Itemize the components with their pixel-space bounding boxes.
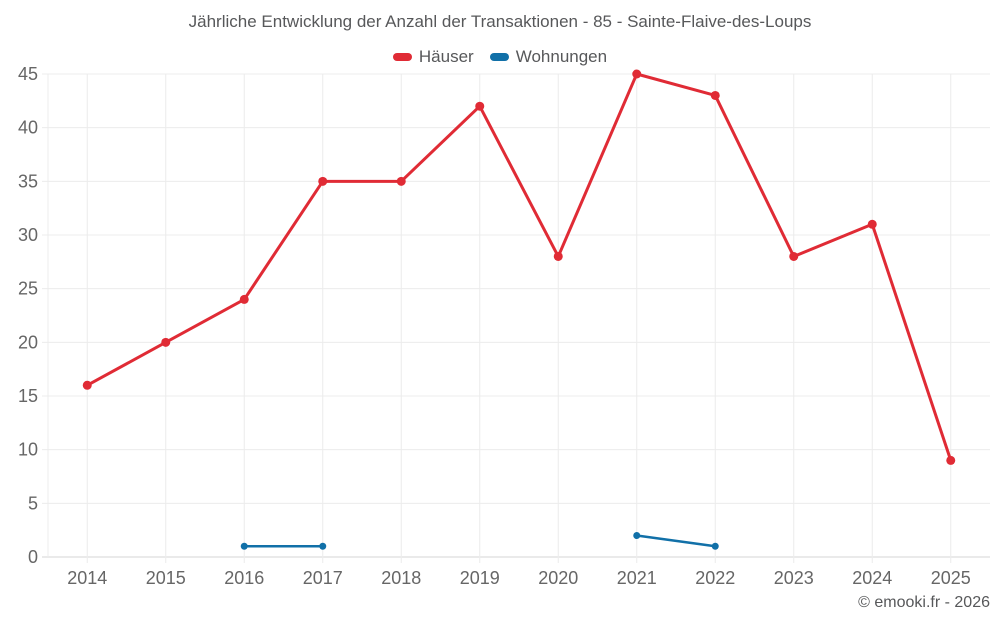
x-axis-tick-label: 2020 [538, 568, 578, 588]
y-axis-tick-label: 5 [28, 493, 38, 513]
data-point[interactable] [632, 69, 642, 79]
data-point[interactable] [318, 176, 328, 186]
data-point[interactable] [239, 294, 249, 304]
chart-title: Jährliche Entwicklung der Anzahl der Tra… [188, 12, 812, 31]
y-axis-tick-label: 35 [18, 171, 38, 191]
data-point[interactable] [475, 101, 485, 111]
data-point[interactable] [161, 337, 171, 347]
copyright-text: © emooki.fr - 2026 [858, 594, 990, 611]
y-axis-tick-label: 10 [18, 440, 38, 460]
legend-item-hauser[interactable]: Häuser [392, 47, 474, 67]
legend-label-hauser: Häuser [418, 47, 474, 66]
y-axis-tick-label: 15 [18, 386, 38, 406]
x-axis-tick-label: 2014 [67, 568, 107, 588]
series-line [635, 534, 717, 548]
x-axis-tick-label: 2023 [774, 568, 814, 588]
y-axis-tick-label: 30 [18, 225, 38, 245]
data-point[interactable] [633, 532, 641, 540]
data-point[interactable] [553, 251, 563, 261]
data-point[interactable] [396, 176, 406, 186]
legend-item-wohnungen[interactable]: Wohnungen [489, 47, 608, 67]
y-axis-tick-label: 20 [18, 332, 38, 352]
x-axis-tick-label: 2016 [224, 568, 264, 588]
legend-label-wohnungen: Wohnungen [515, 47, 608, 66]
y-axis-tick-label: 45 [18, 64, 38, 84]
x-axis-tick-label: 2024 [852, 568, 892, 588]
x-axis-tick-label: 2022 [695, 568, 735, 588]
chart-legend: Häuser Wohnungen [0, 46, 1000, 68]
x-axis-tick-label: 2018 [381, 568, 421, 588]
wohnungen-series-swatch-icon [489, 53, 509, 61]
x-axis-tick-label: 2025 [931, 568, 971, 588]
hauser-series-swatch-icon [392, 53, 412, 61]
data-point[interactable] [789, 251, 799, 261]
x-axis-tick-label: 2017 [303, 568, 343, 588]
data-point[interactable] [319, 542, 327, 550]
y-axis-tick-label: 0 [28, 547, 38, 567]
data-point[interactable] [240, 542, 248, 550]
x-axis-tick-label: 2019 [460, 568, 500, 588]
x-axis-tick-label: 2015 [146, 568, 186, 588]
y-axis-tick-label: 25 [18, 279, 38, 299]
series-line [85, 72, 953, 462]
x-axis-tick-label: 2021 [617, 568, 657, 588]
data-point[interactable] [710, 90, 720, 100]
data-point[interactable] [867, 219, 877, 229]
data-point[interactable] [82, 380, 92, 390]
data-point[interactable] [946, 455, 956, 465]
y-axis-tick-label: 40 [18, 118, 38, 138]
data-point[interactable] [711, 542, 719, 550]
